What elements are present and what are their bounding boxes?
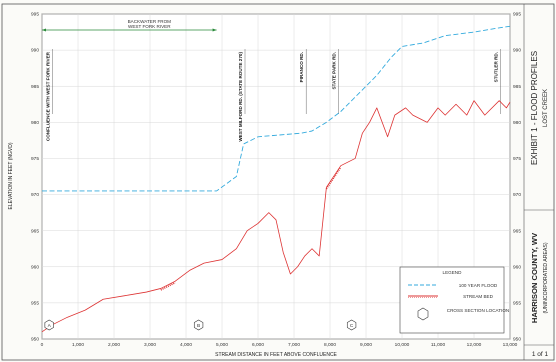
y-tick-label-right: 965 — [513, 228, 521, 234]
y-tick-label-right: 985 — [513, 84, 521, 90]
backwater-label-line2: WEST FORK RIVER — [128, 24, 171, 29]
y-tick-label: 970 — [31, 192, 39, 198]
legend-streambed-label: STREAM BED — [463, 294, 494, 299]
legend-xsec-label: CROSS SECTION LOCATION — [447, 308, 509, 313]
backwater-label-line1: BACKWATER FROM — [128, 19, 172, 24]
legend: LEGEND 100 YEAR FLOOD STREAM BED CROSS S… — [399, 266, 509, 334]
streambed-hatch-segment — [325, 166, 342, 190]
cross-section-marker: C — [346, 319, 357, 331]
structure-marker: CONFLUENCE WITH WEST FORK RIVER — [45, 49, 53, 141]
x-tick-label: 3,000 — [144, 342, 156, 348]
y-axis-ticks: 950 955 960 965 970 975 980 985 990 995 — [31, 12, 39, 343]
y-tick-label-right: 980 — [513, 120, 521, 126]
structure-label: STATE PARK RD. — [332, 52, 337, 90]
structure-label: WEST MILFORD RD. (STATE ROUTE 270) — [238, 52, 243, 142]
sheet-border — [1, 3, 555, 361]
y-tick-label: 965 — [31, 228, 39, 234]
arrowhead-left-icon — [42, 28, 46, 32]
x-tick-label: 6,000 — [252, 342, 264, 348]
y-tick-label: 975 — [31, 156, 39, 162]
x-axis-ticks: 0 1,000 2,000 3,000 4,000 5,000 6,000 7,000 8,00… — [41, 342, 518, 348]
county-name: HARRISON COUNTY, WV — [530, 232, 539, 323]
x-tick-label: 7,000 — [288, 342, 300, 348]
x-tick-label: 4,000 — [180, 342, 192, 348]
y-tick-label-right: 970 — [513, 192, 521, 198]
structure-marker: STUTLER RD. — [494, 49, 501, 114]
x-tick-label: 8,000 — [324, 342, 336, 348]
structure-marker: STATE PARK RD. — [332, 49, 339, 114]
cross-section-markers: A B C — [44, 319, 357, 331]
legend-title: LEGEND — [443, 270, 463, 275]
x-tick-label: 12,000 — [467, 342, 482, 348]
sheet-number: 1 of 1 — [532, 351, 549, 358]
backwater-annotation: BACKWATER FROM WEST FORK RIVER — [42, 19, 217, 32]
y-tick-label-right: 990 — [513, 48, 521, 54]
cross-section-letter: A — [48, 323, 52, 329]
title-block: EXHIBIT 1 - FLOOD PROFILES LOST CREEK HA… — [523, 4, 554, 360]
legend-streambed-swatch — [408, 295, 438, 298]
stream-name: LOST CREEK — [543, 89, 549, 127]
y-axis-title: ELEVATION IN FEET (NGVD) — [8, 142, 14, 209]
x-tick-label: 5,000 — [216, 342, 228, 348]
x-tick-label: 11,000 — [431, 342, 446, 348]
cross-section-marker: A — [44, 319, 54, 331]
y-tick-label-right: 950 — [513, 337, 521, 343]
y-tick-label-right: 975 — [513, 156, 521, 162]
x-tick-label: 13,000 — [503, 342, 518, 348]
cross-section-letter: B — [197, 323, 200, 329]
series-stream-bed — [41, 100, 511, 333]
y-tick-label: 985 — [31, 84, 39, 90]
y-axis-ticks-right: 950 955 960 965 970 975 980 985 990 995 — [513, 12, 521, 343]
hexagon-icon — [417, 307, 429, 321]
y-tick-label: 955 — [31, 300, 39, 306]
y-tick-label-right: 995 — [513, 12, 521, 18]
structure-label: CONFLUENCE WITH WEST FORK RIVER — [45, 51, 50, 141]
structure-marker: WEST MILFORD RD. (STATE ROUTE 270) — [238, 49, 246, 142]
x-tick-label: 9,000 — [360, 342, 372, 348]
exhibit-title: EXHIBIT 1 - FLOOD PROFILES — [530, 51, 539, 165]
y-tick-label-right: 955 — [513, 300, 521, 306]
hexagon-icon — [193, 319, 204, 331]
hexagon-icon — [44, 319, 54, 331]
legend-flood-label: 100 YEAR FLOOD — [459, 283, 498, 288]
structure-marker: PIRANCO RD. — [299, 49, 307, 114]
y-tick-label: 995 — [31, 12, 39, 18]
hexagon-icon — [346, 319, 357, 331]
structure-label: STUTLER RD. — [494, 52, 499, 82]
x-tick-label: 2,000 — [108, 342, 120, 348]
x-tick-label: 10,000 — [395, 342, 410, 348]
y-tick-label: 990 — [31, 48, 39, 54]
cross-section-marker: B — [193, 319, 204, 331]
arrowhead-right-icon — [212, 28, 217, 32]
x-axis-title: STREAM DISTANCE IN FEET ABOVE CONFLUENCE — [215, 352, 337, 358]
y-tick-label-right: 960 — [513, 264, 521, 270]
y-tick-label: 950 — [31, 337, 39, 343]
y-tick-label: 980 — [31, 120, 39, 126]
series-layer — [41, 25, 511, 333]
x-tick-label: 0 — [41, 342, 44, 348]
structure-label: PIRANCO RD. — [299, 52, 304, 82]
x-tick-label: 1,000 — [72, 342, 84, 348]
streambed-hatch-segment — [160, 282, 176, 291]
structure-markers: CONFLUENCE WITH WEST FORK RIVER WEST MILF… — [45, 49, 501, 142]
legend-box — [399, 266, 505, 334]
county-subtitle: (UNINCORPORATED AREAS) — [543, 242, 549, 313]
cross-section-letter: C — [350, 323, 354, 329]
y-tick-label: 960 — [31, 264, 39, 270]
